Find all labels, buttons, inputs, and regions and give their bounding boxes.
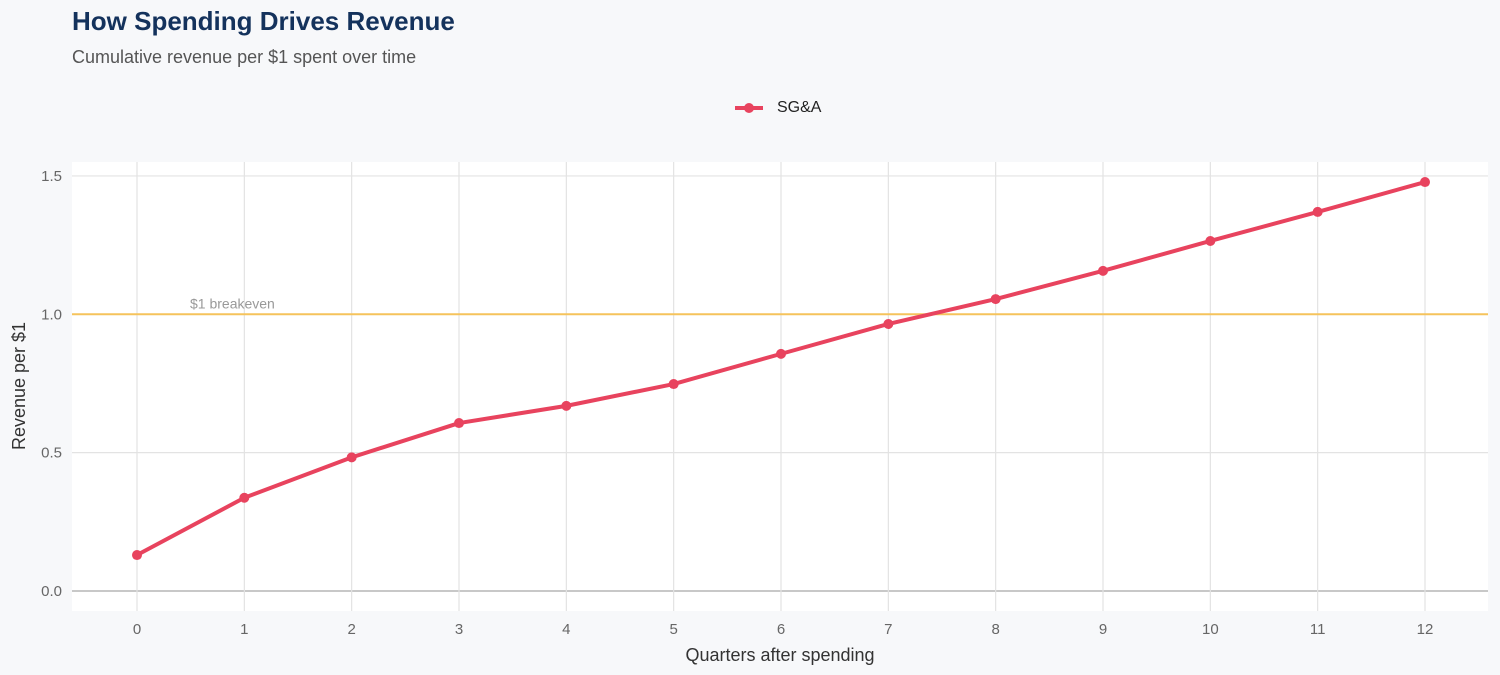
x-tick-label: 1: [240, 621, 248, 638]
x-tick-label: 9: [1099, 621, 1107, 638]
x-tick-label: 8: [991, 621, 999, 638]
x-tick-label: 3: [455, 621, 463, 638]
x-tick-label: 0: [133, 621, 141, 638]
x-tick-label: 6: [777, 621, 785, 638]
y-tick-label: 0.5: [41, 445, 62, 462]
data-point: [1420, 177, 1430, 188]
data-point: [561, 400, 572, 411]
x-tick-label: 5: [669, 621, 677, 638]
data-point: [883, 318, 894, 329]
data-point: [239, 492, 250, 503]
x-tick-label: 2: [347, 621, 355, 638]
y-tick-label: 1.5: [41, 168, 62, 185]
x-axis-label: Quarters after spending: [685, 645, 874, 665]
x-tick-label: 4: [562, 621, 570, 638]
chart-subtitle: Cumulative revenue per $1 spent over tim…: [72, 47, 417, 67]
y-tick-label: 0.0: [41, 583, 62, 600]
y-tick-label: 1.0: [41, 306, 62, 323]
x-tick-label: 7: [884, 621, 892, 638]
data-point: [1098, 265, 1108, 276]
data-point: [346, 452, 357, 463]
data-point: [132, 550, 142, 561]
legend-label: SG&A: [777, 99, 822, 116]
data-point: [454, 418, 464, 429]
breakeven-label: $1 breakeven: [190, 295, 275, 311]
legend-line-marker-icon: [735, 103, 763, 113]
y-axis-label: Revenue per $1: [9, 322, 29, 450]
chart-title: How Spending Drives Revenue: [72, 6, 455, 36]
data-point: [1312, 206, 1323, 217]
x-tick-label: 11: [1310, 621, 1326, 638]
x-tick-label: 12: [1417, 621, 1434, 638]
x-tick-label: 10: [1202, 621, 1219, 638]
data-point: [776, 348, 786, 359]
plot-background: [72, 162, 1488, 611]
data-point: [668, 379, 679, 390]
legend: SG&A: [733, 99, 821, 117]
data-point: [990, 294, 1001, 305]
data-point: [1205, 235, 1216, 246]
